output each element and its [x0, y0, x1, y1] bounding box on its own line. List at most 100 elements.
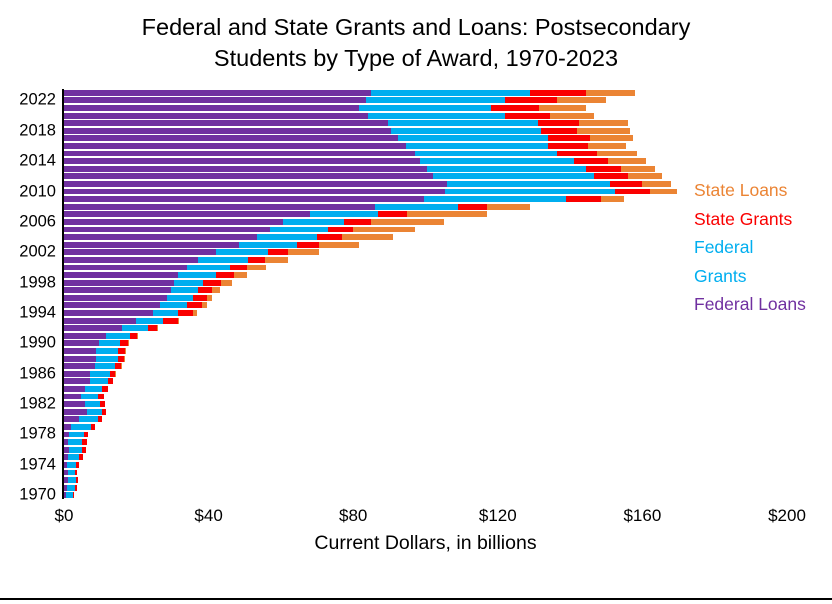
bar-1994 [64, 310, 787, 316]
bar-segment-state-grants [268, 249, 289, 256]
bar-segment-federal-grants [371, 89, 531, 96]
bar-row-1974 [64, 461, 787, 469]
bar-segment-federal-grants [432, 173, 594, 180]
bar-row-1990 [64, 340, 787, 348]
bar-segment-federal-grants [447, 180, 610, 187]
bar-segment-state-grants [117, 348, 126, 354]
bar-segment-state-loans [627, 173, 663, 180]
y-axis-labels: 2022 2018 2014 2010 2006 2002 1998 1994 1990 1986… [0, 89, 56, 504]
bar-segment-federal-grants [68, 439, 83, 446]
bar-segment-state-loans [486, 203, 531, 210]
bar-segment-federal-loans [64, 340, 100, 347]
bar-1991 [64, 332, 787, 339]
bar-segment-federal-loans [64, 386, 85, 392]
bar-segment-state-loans [137, 332, 139, 339]
bar-segment-state-loans [156, 325, 158, 332]
bar-row-1987 [64, 362, 787, 370]
bar-segment-federal-loans [64, 469, 68, 476]
bar-row-1979 [64, 423, 787, 431]
bar-segment-state-loans [353, 226, 415, 233]
bar-1979 [64, 423, 787, 430]
bar-segment-federal-loans [64, 89, 372, 96]
bar-row-1998 [64, 279, 787, 287]
bar-segment-state-grants [163, 317, 178, 324]
bar-1987 [64, 363, 787, 370]
bar-segment-state-grants [297, 241, 319, 248]
bar-row-1980 [64, 416, 787, 424]
y-tick-label-2018: 2018 [19, 121, 56, 140]
bar-segment-state-grants [75, 477, 79, 484]
bar-2016 [64, 143, 787, 149]
bar-row-1981 [64, 408, 787, 416]
bar-segment-federal-grants [69, 446, 83, 453]
bar-segment-state-grants [147, 325, 157, 332]
bar-segment-state-grants [537, 120, 580, 127]
bar-segment-federal-loans [64, 150, 415, 157]
bar-row-2018 [64, 127, 787, 135]
bar-1989 [64, 348, 787, 354]
bar-2018 [64, 127, 787, 134]
bar-segment-state-loans [589, 135, 634, 142]
bar-segment-state-grants [72, 492, 75, 499]
bar-segment-federal-grants [423, 196, 567, 203]
bar-segment-federal-grants [69, 431, 85, 438]
bar-2001 [64, 256, 787, 263]
bar-segment-federal-grants [239, 241, 298, 248]
bar-row-1978 [64, 431, 787, 439]
bar-2005 [64, 226, 787, 233]
bar-segment-federal-loans [64, 188, 446, 195]
bar-2007 [64, 211, 787, 218]
bar-segment-federal-grants [68, 477, 76, 484]
bar-segment-federal-loans [64, 135, 399, 142]
y-tick-label-1978: 1978 [19, 424, 56, 443]
bar-row-1994 [64, 309, 787, 317]
bar-segment-state-grants [541, 127, 578, 134]
bar-segment-federal-grants [257, 234, 318, 241]
legend-item-state-loans: State Loans [694, 180, 788, 200]
bar-1977 [64, 439, 787, 446]
bar-segment-federal-grants [414, 150, 558, 157]
bar-segment-federal-grants [95, 348, 118, 354]
bar-2006 [64, 218, 787, 225]
bar-2014 [64, 158, 787, 165]
bar-2000 [64, 264, 787, 271]
bar-segment-federal-grants [186, 264, 231, 271]
bar-row-1988 [64, 355, 787, 363]
bar-segment-state-grants [186, 302, 203, 309]
bar-row-2020 [64, 112, 787, 120]
bar-segment-federal-grants [170, 287, 199, 294]
y-tick-label-2006: 2006 [19, 212, 56, 231]
bar-2022 [64, 97, 787, 104]
bar-segment-state-loans [264, 256, 289, 263]
bar-segment-state-loans [246, 264, 267, 271]
bar-segment-federal-grants [84, 386, 102, 392]
bar-1975 [64, 454, 787, 461]
bar-segment-state-loans [127, 340, 129, 347]
bar-segment-federal-grants [405, 143, 549, 149]
bar-segment-state-grants [78, 454, 84, 461]
x-tick-label-80: $80 [339, 506, 368, 525]
bar-row-2015 [64, 150, 787, 158]
bar-row-2000 [64, 264, 787, 272]
bar-segment-federal-loans [64, 454, 68, 461]
bar-1992 [64, 325, 787, 332]
bar-segment-state-loans [318, 241, 359, 248]
x-tick-label-120: $120 [478, 506, 517, 525]
bar-1993 [64, 317, 787, 324]
bar-segment-federal-loans [64, 431, 70, 438]
x-tick-label-160: $160 [623, 506, 662, 525]
bar-segment-state-loans [649, 188, 677, 195]
bar-1971 [64, 484, 787, 491]
bar-segment-state-loans [371, 218, 444, 225]
bar-segment-federal-loans [64, 180, 448, 187]
bar-row-2003 [64, 241, 787, 249]
bar-segment-federal-grants [86, 408, 102, 415]
bar-segment-federal-loans [64, 173, 433, 180]
bar-segment-federal-grants [66, 461, 76, 468]
bar-segment-state-grants [98, 416, 102, 423]
bar-segment-state-grants [101, 408, 106, 415]
bar-segment-federal-grants [197, 256, 249, 263]
bar-segment-state-grants [505, 112, 551, 119]
bar-segment-federal-grants [78, 416, 99, 423]
